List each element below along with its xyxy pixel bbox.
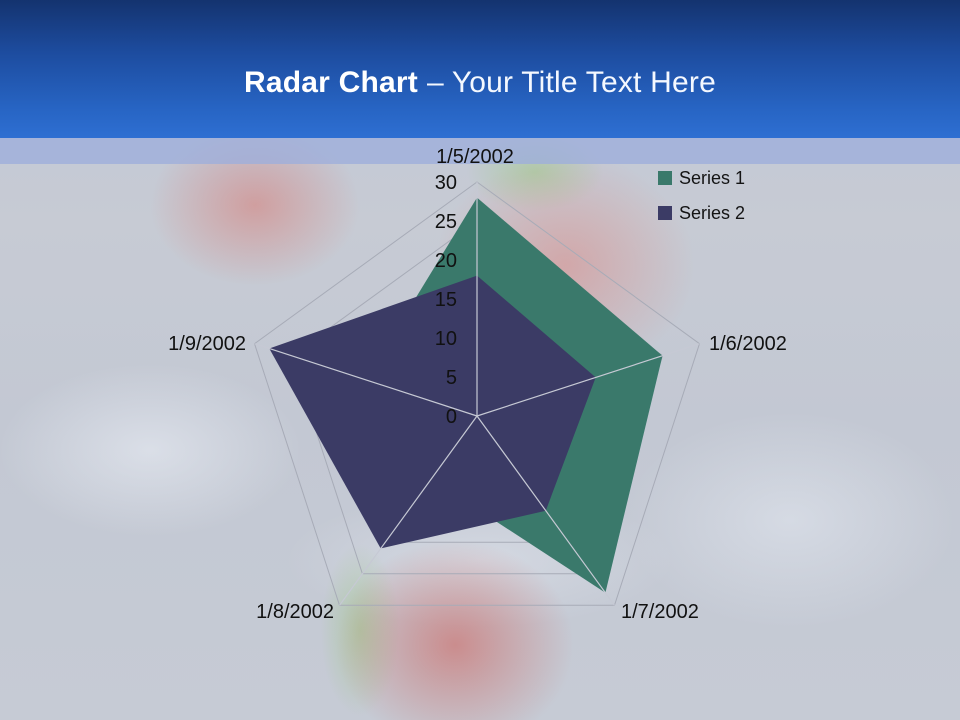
slide-title: Radar Chart – Your Title Text Here xyxy=(0,64,960,102)
tick-label-15: 15 xyxy=(435,289,457,311)
tick-label-10: 10 xyxy=(435,328,457,350)
axis-line-1/8/2002 xyxy=(339,415,478,606)
category-label-1/6/2002: 1/6/2002 xyxy=(709,333,787,355)
tick-label-20: 20 xyxy=(435,250,457,272)
title-header-bar: Radar Chart – Your Title Text Here xyxy=(0,0,960,138)
radar-ring-30 xyxy=(253,181,701,606)
radar-axis-lines xyxy=(254,182,700,606)
legend-swatch-series-2 xyxy=(658,206,672,220)
legend-label-series-2: Series 2 xyxy=(679,202,746,223)
legend-swatch-series-1 xyxy=(658,171,672,185)
chart-legend: Series 1 Series 2 xyxy=(658,167,745,237)
category-label-1/5/2002: 1/5/2002 xyxy=(436,146,514,168)
category-labels: 1/5/2002 1/6/2002 1/7/2002 1/8/2002 1/9/2002 xyxy=(168,146,787,623)
tick-label-0: 0 xyxy=(446,406,457,428)
tick-label-5: 5 xyxy=(446,367,457,389)
slide-title-bold: Radar Chart xyxy=(244,66,418,99)
header-accent-band xyxy=(0,138,960,164)
legend-item-series-2: Series 2 xyxy=(658,202,745,224)
tick-label-25: 25 xyxy=(435,211,457,233)
value-tick-labels: 0 5 10 15 20 25 30 xyxy=(435,172,457,428)
legend-label-series-1: Series 1 xyxy=(679,167,746,188)
axis-line-1/6/2002 xyxy=(476,343,700,417)
slide-title-rest: – Your Title Text Here xyxy=(426,66,716,99)
axis-line-1/7/2002 xyxy=(476,415,615,606)
tick-label-30: 30 xyxy=(435,172,457,194)
legend-item-series-1: Series 1 xyxy=(658,167,745,189)
category-label-1/9/2002: 1/9/2002 xyxy=(168,333,246,355)
category-label-1/7/2002: 1/7/2002 xyxy=(621,601,699,623)
category-label-1/8/2002: 1/8/2002 xyxy=(256,601,334,623)
series-polygon-series-2 xyxy=(269,275,596,549)
axis-line-1/9/2002 xyxy=(254,343,478,417)
